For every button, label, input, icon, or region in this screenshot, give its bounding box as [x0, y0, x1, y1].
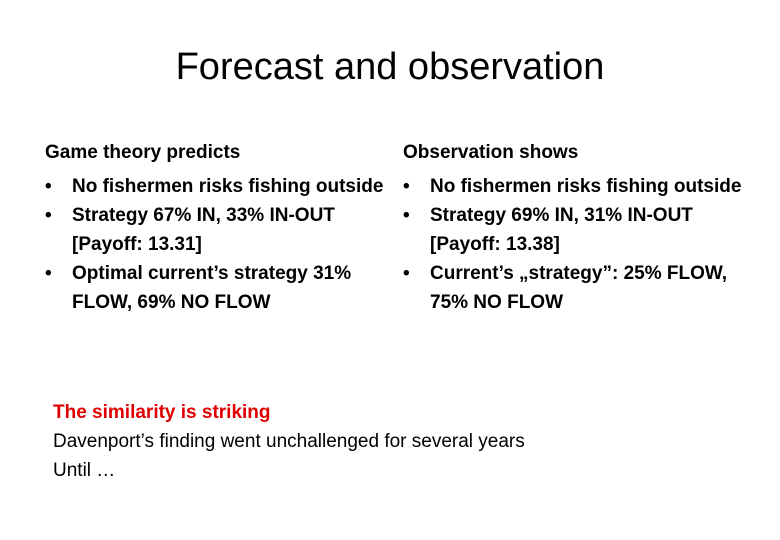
- left-bullet-text: Optimal current’s strategy 31% FLOW, 69%…: [72, 263, 352, 313]
- bullet-icon: •: [403, 263, 410, 284]
- bullet-icon: •: [45, 176, 52, 197]
- left-bullet-item: • No fishermen risks fishing outside: [45, 172, 395, 201]
- slide-title: Forecast and observation: [175, 46, 605, 88]
- right-column-heading: Observation shows: [403, 142, 579, 163]
- right-bullet-text: No fishermen risks fishing outside: [430, 176, 742, 197]
- similarity-highlight: The similarity is striking: [53, 402, 271, 423]
- conclusion-line: Davenport’s finding went unchallenged fo…: [53, 431, 525, 452]
- bullet-icon: •: [403, 205, 410, 226]
- right-column: Observation shows • No fishermen risks f…: [403, 138, 753, 317]
- bullet-icon: •: [45, 263, 52, 284]
- right-bullet-item: • No fishermen risks fishing outside: [403, 172, 753, 201]
- left-column: Game theory predicts • No fishermen risk…: [45, 138, 395, 317]
- left-bullet-item: • Optimal current’s strategy 31% FLOW, 6…: [45, 259, 395, 317]
- conclusion-line: Until …: [53, 460, 116, 481]
- left-bullet-list: • No fishermen risks fishing outside • S…: [45, 172, 395, 317]
- bullet-icon: •: [403, 176, 410, 197]
- left-bullet-text: No fishermen risks fishing outside: [72, 176, 384, 197]
- left-bullet-item: • Strategy 67% IN, 33% IN-OUT [Payoff: 1…: [45, 201, 395, 259]
- right-bullet-text: Strategy 69% IN, 31% IN-OUT [Payoff: 13.…: [430, 205, 693, 255]
- conclusion-block: The similarity is striking Davenport’s f…: [53, 398, 753, 485]
- right-bullet-item: • Current’s „strategy”: 25% FLOW, 75% NO…: [403, 259, 753, 317]
- left-column-heading: Game theory predicts: [45, 142, 241, 163]
- right-bullet-list: • No fishermen risks fishing outside • S…: [403, 172, 753, 317]
- left-bullet-text: Strategy 67% IN, 33% IN-OUT [Payoff: 13.…: [72, 205, 335, 255]
- bullet-icon: •: [45, 205, 52, 226]
- right-bullet-text: Current’s „strategy”: 25% FLOW, 75% NO F…: [430, 263, 728, 313]
- right-bullet-item: • Strategy 69% IN, 31% IN-OUT [Payoff: 1…: [403, 201, 753, 259]
